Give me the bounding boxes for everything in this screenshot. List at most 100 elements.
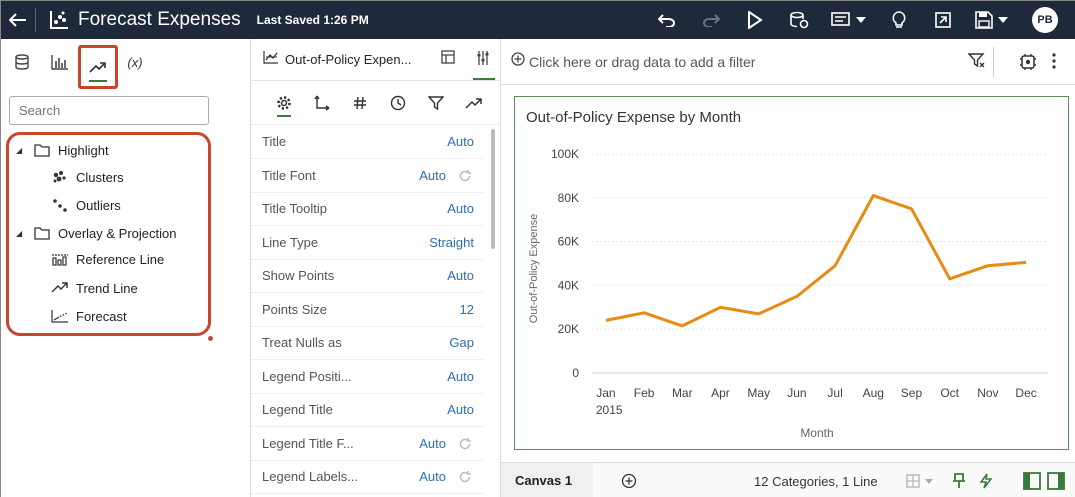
gear-icon bbox=[277, 95, 291, 110]
tree-group-overlay-projection[interactable]: Overlay & Projection bbox=[33, 225, 177, 241]
property-value[interactable]: 12 bbox=[459, 301, 474, 317]
tree-item-label: Forecast bbox=[76, 308, 127, 324]
export-icon bbox=[935, 12, 951, 28]
add-canvas-icon[interactable] bbox=[621, 473, 637, 494]
narrate-button[interactable] bbox=[828, 5, 870, 35]
export-button[interactable] bbox=[928, 5, 958, 35]
tree-item-outliers[interactable]: Outliers bbox=[51, 197, 121, 213]
tab-data[interactable] bbox=[9, 49, 35, 75]
tab-analytics[interactable] bbox=[78, 45, 118, 89]
tree-item-reference-line[interactable]: Reference Line bbox=[51, 251, 164, 267]
property-row[interactable]: Points Size 12 bbox=[251, 293, 484, 327]
property-label: Title Tooltip bbox=[262, 201, 328, 216]
tab-analytics[interactable] bbox=[455, 97, 493, 109]
property-row[interactable]: Title Tooltip Auto bbox=[251, 192, 484, 226]
viz-title[interactable]: Out-of-Policy Expen... bbox=[285, 52, 412, 67]
layout-grid-icon[interactable] bbox=[906, 474, 936, 493]
toolbar: PB bbox=[638, 1, 1075, 39]
back-arrow-icon[interactable] bbox=[1, 1, 35, 39]
collapse-triangle-icon[interactable]: ◢ bbox=[16, 229, 23, 238]
property-row[interactable]: Legend Title F... Auto bbox=[251, 427, 484, 461]
tree-item-clusters[interactable]: Clusters bbox=[51, 169, 124, 185]
property-value[interactable]: Auto bbox=[419, 435, 446, 451]
tab-filters[interactable] bbox=[417, 95, 455, 110]
reset-icon[interactable] bbox=[458, 437, 472, 456]
preview-play-button[interactable] bbox=[740, 5, 770, 35]
property-row[interactable]: Legend Positi... Auto bbox=[251, 360, 484, 394]
reset-icon[interactable] bbox=[458, 169, 472, 188]
auto-apply-icon[interactable] bbox=[1019, 53, 1037, 76]
insights-button[interactable] bbox=[884, 5, 914, 35]
x-tick-label: Aug bbox=[863, 386, 884, 400]
property-value[interactable]: Auto bbox=[447, 368, 474, 384]
active-tab-underline bbox=[473, 78, 495, 80]
x-tick-label: Oct bbox=[940, 386, 959, 400]
x-tick-label: Jan bbox=[596, 386, 615, 400]
property-value[interactable]: Auto bbox=[447, 268, 474, 283]
x-tick-label: Feb bbox=[634, 386, 655, 400]
y-tick-label: 0 bbox=[572, 366, 579, 380]
tab-time[interactable] bbox=[379, 95, 417, 111]
property-row[interactable]: Treat Nulls as Gap bbox=[251, 326, 484, 360]
last-saved-text: Last Saved 1:26 PM bbox=[256, 13, 369, 27]
x-tick-label: Jun bbox=[787, 386, 806, 400]
avatar[interactable]: PB bbox=[1032, 7, 1058, 33]
property-label: Show Points bbox=[262, 268, 335, 283]
property-value[interactable]: Straight bbox=[429, 234, 474, 250]
play-icon bbox=[748, 11, 763, 29]
filter-bar[interactable]: Click here or drag data to add a filter bbox=[501, 39, 1075, 85]
tree-item-trend-line[interactable]: Trend Line bbox=[51, 280, 138, 296]
property-row[interactable]: Title Font Auto bbox=[251, 159, 484, 193]
tab-canvas-1[interactable]: Canvas 1 bbox=[515, 473, 573, 488]
reset-icon[interactable] bbox=[458, 470, 472, 489]
refresh-data-button[interactable] bbox=[784, 5, 814, 35]
forecast-icon bbox=[51, 308, 69, 324]
redo-button[interactable] bbox=[696, 5, 726, 35]
divider bbox=[35, 8, 36, 32]
filter-options-icon[interactable] bbox=[967, 53, 986, 74]
tree-item-forecast[interactable]: Forecast bbox=[51, 308, 127, 324]
undo-button[interactable] bbox=[652, 5, 682, 35]
pin-icon[interactable] bbox=[952, 473, 966, 494]
property-value[interactable]: Auto bbox=[447, 134, 474, 149]
lightbulb-icon bbox=[892, 11, 906, 28]
property-value[interactable]: Auto bbox=[447, 201, 474, 216]
tab-visualizations[interactable] bbox=[47, 49, 73, 75]
save-dropdown-icon bbox=[975, 11, 1008, 29]
collapse-triangle-icon[interactable]: ◢ bbox=[16, 146, 23, 155]
property-value[interactable]: Auto bbox=[447, 402, 474, 417]
right-panel-toggle-icon[interactable] bbox=[1047, 472, 1065, 495]
property-value[interactable]: Gap bbox=[449, 335, 474, 350]
y-tick-label: 40K bbox=[558, 278, 579, 292]
tree-item-label: Clusters bbox=[76, 169, 124, 185]
property-value[interactable]: Auto bbox=[419, 469, 446, 484]
property-value[interactable]: Auto bbox=[419, 167, 446, 183]
tree-group-highlight[interactable]: Highlight bbox=[33, 142, 109, 158]
database-refresh-icon bbox=[790, 11, 809, 29]
filter-icon bbox=[428, 95, 444, 110]
tab-values[interactable] bbox=[341, 96, 379, 110]
tab-general[interactable] bbox=[265, 95, 303, 117]
y-tick-label: 60K bbox=[558, 235, 579, 249]
more-vertical-icon[interactable] bbox=[1052, 53, 1056, 74]
lightning-icon[interactable] bbox=[979, 473, 993, 494]
bar-chart-icon bbox=[51, 55, 68, 70]
property-row[interactable]: Legend Title Auto bbox=[251, 393, 484, 427]
properties-scrollbar[interactable] bbox=[491, 129, 495, 249]
property-label: Treat Nulls as bbox=[262, 335, 342, 350]
save-button[interactable] bbox=[972, 5, 1012, 35]
left-panel-toggle-icon[interactable] bbox=[1023, 472, 1041, 495]
search-input[interactable] bbox=[9, 96, 209, 125]
visualization-canvas[interactable]: Out-of-Policy Expense by Month 0 20K 40K 60… bbox=[514, 96, 1069, 450]
grammar-panel-icon[interactable] bbox=[441, 50, 455, 69]
tab-axis[interactable] bbox=[303, 95, 341, 111]
properties-sliders-icon[interactable] bbox=[476, 50, 490, 71]
property-row[interactable]: Show Points Auto bbox=[251, 259, 484, 293]
property-row[interactable]: Line Type Straight bbox=[251, 226, 484, 260]
filter-placeholder[interactable]: Click here or drag data to add a filter bbox=[529, 53, 756, 70]
property-row[interactable]: Legend Labels... Auto bbox=[251, 460, 484, 494]
tree-item-label: Outliers bbox=[76, 197, 121, 213]
tab-calculations[interactable]: (x) bbox=[122, 49, 148, 75]
property-row[interactable]: Title Auto bbox=[251, 125, 484, 159]
add-filter-plus-icon[interactable] bbox=[511, 52, 525, 71]
